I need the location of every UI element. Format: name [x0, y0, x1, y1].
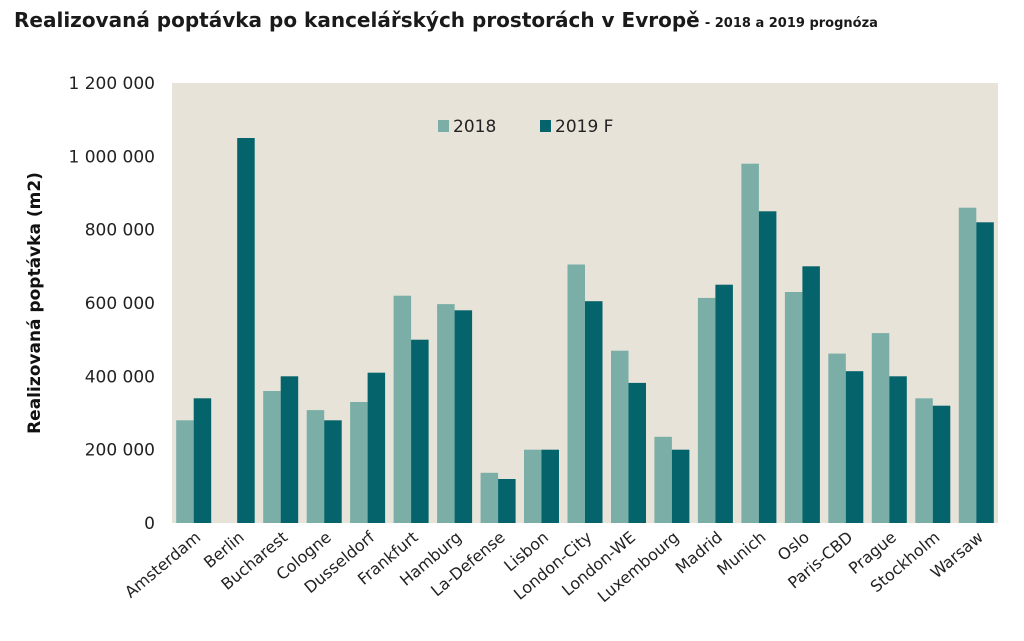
- legend-swatch: [438, 120, 449, 132]
- bar-2019f: [498, 479, 516, 523]
- bar-2018: [741, 163, 759, 523]
- bar-2019f: [541, 449, 559, 523]
- bar-2019f: [976, 222, 994, 524]
- y-tick-label: 1 000 000: [68, 147, 155, 167]
- chart-subtitle: - 2018 a 2019 prognóza: [704, 16, 878, 31]
- bar-2019f: [758, 211, 777, 524]
- y-tick-label: 0: [144, 514, 155, 534]
- x-axis-categories: AmsterdamBerlinBucharestCologneDusseldor…: [121, 527, 987, 606]
- bar-2019f: [367, 372, 386, 523]
- bar-2019f: [237, 138, 255, 523]
- bar-2018: [263, 391, 281, 523]
- bar-2018: [437, 304, 455, 523]
- chart-title-main: Realizovaná poptávka po kancelářských pr…: [14, 8, 700, 32]
- bar-2019f: [628, 382, 646, 523]
- y-axis-ticks: 0 200 000 400 000 600 000 800 000 1 000 000 1 …: [68, 74, 155, 534]
- bar-2019f: [802, 266, 820, 523]
- bar-2018: [784, 292, 803, 523]
- bar-2019f: [411, 339, 429, 523]
- bar-2019f: [193, 398, 212, 523]
- y-tick-label: 400 000: [85, 367, 155, 387]
- bar-2019f: [324, 420, 342, 523]
- bar-2018: [176, 420, 194, 523]
- legend: 2018 2019 F: [438, 117, 613, 137]
- bar-2018: [567, 264, 585, 523]
- y-axis-label: Realizovaná poptávka (m2): [25, 172, 45, 434]
- chart-title: Realizovaná poptávka po kancelářských pr…: [14, 8, 878, 32]
- bar-2018: [958, 207, 977, 523]
- bar-2019f: [454, 310, 473, 523]
- bar-2018: [393, 295, 412, 523]
- y-tick-label: 800 000: [85, 221, 155, 241]
- legend-label: 2019 F: [555, 117, 613, 137]
- bar-2018: [611, 350, 629, 523]
- y-tick-label: 600 000: [85, 294, 155, 314]
- bar-2019f: [932, 405, 951, 523]
- bar-2019f: [585, 301, 603, 523]
- bar-2018: [306, 410, 325, 523]
- bar-2018: [915, 398, 933, 523]
- bar-2019f: [845, 371, 864, 523]
- legend-label: 2018: [453, 117, 496, 137]
- bar-2018: [697, 297, 716, 523]
- bar-2018: [350, 402, 368, 523]
- bar-2019f: [671, 449, 690, 523]
- y-tick-label: 200 000: [85, 441, 155, 461]
- legend-swatch: [540, 120, 551, 132]
- bar-2018: [480, 472, 499, 523]
- x-category-label: Munich: [713, 528, 769, 579]
- bar-2018: [871, 333, 890, 523]
- bar-2019f: [715, 284, 733, 523]
- bars-group: [176, 138, 994, 524]
- bar-2018: [654, 436, 672, 523]
- bar-2018: [524, 449, 542, 523]
- x-category-label: Amsterdam: [121, 528, 204, 602]
- bar-2018: [828, 353, 846, 523]
- y-tick-label: 1 200 000: [68, 74, 155, 94]
- bar-2019f: [280, 376, 299, 523]
- bar-2019f: [889, 376, 907, 523]
